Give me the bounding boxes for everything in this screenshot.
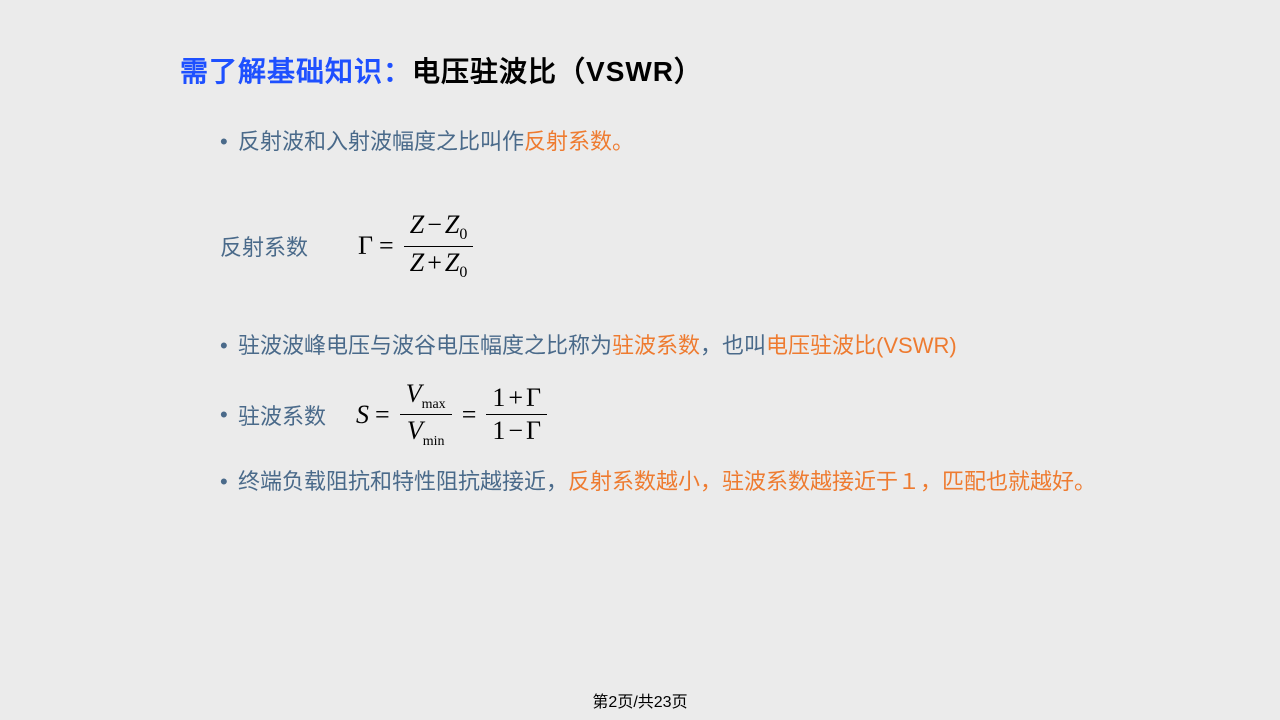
title-blue: 需了解基础知识： [180,56,412,87]
formula-1-row: 反射系数 Γ= Z−Z0 Z+Z0 [220,209,1100,284]
slide: 需了解基础知识：电压驻波比（VSWR） 反射波和入射波幅度之比叫作反射系数。 反… [0,0,1280,504]
formula-2-row: 驻波系数 S= Vmax Vmin = 1+Γ 1−Γ [220,378,1100,452]
bullet-2: 驻波波峰电压与波谷电压幅度之比称为驻波系数，也叫电压驻波比(VSWR) [220,324,1100,368]
bullet-2-highlight1: 驻波系数 [612,333,700,358]
formula-gamma: Γ= Z−Z0 Z+Z0 [358,209,477,284]
content-area: 反射波和入射波幅度之比叫作反射系数。 反射系数 Γ= Z−Z0 Z+Z0 驻波波… [180,120,1100,504]
slide-title: 需了解基础知识：电压驻波比（VSWR） [180,50,1100,90]
bullet-3: 终端负载阻抗和特性阻抗越接近，反射系数越小，驻波系数越接近于１，匹配也就越好。 [220,460,1100,504]
fraction-gamma: 1+Γ 1−Γ [486,382,547,448]
formula-s: S= Vmax Vmin = 1+Γ 1−Γ [356,378,551,452]
bullet-1: 反射波和入射波幅度之比叫作反射系数。 [220,120,1100,164]
fraction-1: Z−Z0 Z+Z0 [404,209,474,284]
bullet-1-text: 反射波和入射波幅度之比叫作 [238,129,524,154]
bullet-2-text: 驻波波峰电压与波谷电压幅度之比称为 [238,333,612,358]
label-reflection: 反射系数 [220,230,308,262]
bullet-3-highlight: 反射系数越小，驻波系数越接近于１，匹配也就越好。 [568,469,1096,494]
title-black: 电压驻波比（VSWR） [412,56,703,87]
bullet-3-text: 终端负载阻抗和特性阻抗越接近， [238,469,568,494]
page-footer: 第2页/共23页 [0,688,1280,712]
label-vswr: 驻波系数 [238,399,326,431]
bullet-2-highlight2: 电压驻波比(VSWR) [766,333,957,358]
fraction-vmax-vmin: Vmax Vmin [400,378,452,452]
bullet-1-highlight: 反射系数。 [524,129,634,154]
